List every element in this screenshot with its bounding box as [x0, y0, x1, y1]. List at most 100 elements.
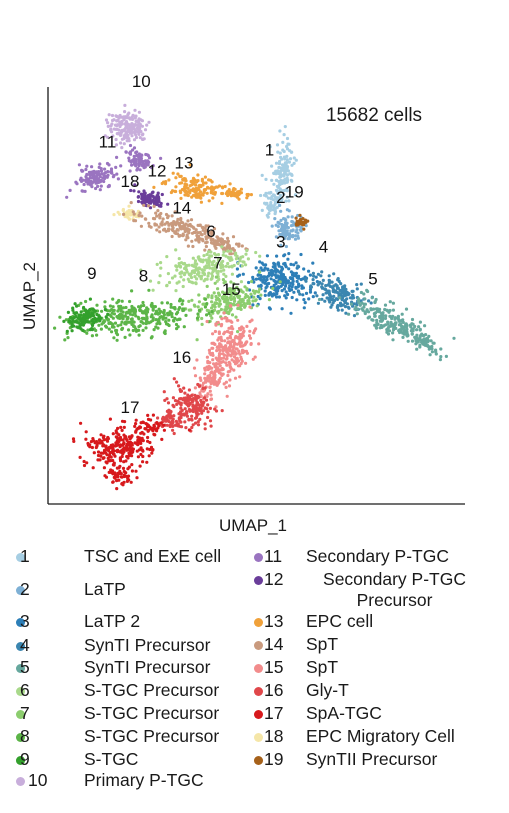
cluster-4-point — [369, 301, 373, 305]
cluster-6-point — [221, 265, 225, 269]
cluster-8-point — [177, 317, 182, 321]
cluster-6-point — [177, 280, 181, 284]
cluster-16-point — [203, 422, 207, 426]
cluster-15-point — [236, 318, 240, 322]
cluster-6-point — [246, 257, 250, 261]
cluster-6-point — [215, 261, 219, 265]
cluster-6-point — [182, 261, 187, 266]
cluster-8-point — [182, 325, 186, 329]
cluster-13-point — [237, 190, 241, 194]
cluster-17-point — [82, 463, 87, 468]
cluster-7-point — [209, 314, 213, 318]
cluster-16-point — [191, 397, 195, 401]
cluster-7-point — [246, 299, 250, 303]
cluster-16-point — [170, 422, 174, 426]
cluster-6-point — [158, 274, 162, 278]
cluster-8-point — [137, 325, 141, 329]
cluster-13-point — [194, 187, 198, 191]
cluster-9-point — [62, 319, 66, 323]
cluster-14-point — [180, 226, 184, 230]
cluster-15-point — [206, 361, 210, 365]
cluster-1-point — [269, 201, 273, 205]
cluster-17-point — [141, 420, 145, 424]
cluster-7-point — [245, 301, 250, 305]
cluster-17-point — [128, 449, 132, 453]
cluster-17-point — [111, 443, 115, 447]
cluster-9-point — [70, 322, 74, 326]
cluster-5-point — [360, 301, 364, 305]
cluster-5-point — [430, 347, 434, 351]
cluster-17-point — [99, 433, 103, 437]
cluster-10-point — [123, 110, 127, 114]
cluster-3-point — [288, 284, 292, 288]
cluster-13-point — [227, 188, 231, 192]
cluster-12-point — [129, 188, 133, 193]
cluster-10-point — [133, 116, 137, 120]
cluster-17-point — [133, 424, 137, 428]
cluster-18-point — [116, 210, 120, 214]
cluster-8-point — [162, 330, 166, 335]
cluster-17-point — [112, 461, 116, 465]
cluster-13-point — [217, 184, 222, 188]
cluster-8-point — [114, 328, 118, 333]
cluster-14-point — [186, 236, 190, 240]
cluster-15-point — [224, 380, 228, 384]
cluster-6-point — [210, 266, 215, 271]
cluster-8-point — [113, 321, 118, 325]
cluster-8-point — [159, 315, 163, 319]
cluster-11-point — [95, 170, 99, 174]
cluster-1-point — [289, 150, 294, 154]
cluster-13-point — [184, 192, 189, 196]
cluster-7-point — [235, 294, 239, 298]
cluster-2-point — [279, 243, 283, 247]
cluster-15-point — [193, 374, 198, 378]
cluster-6-point — [191, 281, 195, 285]
cluster-4-point — [315, 294, 319, 298]
cluster-6-point — [226, 249, 230, 253]
cluster-8-point — [53, 326, 57, 330]
cluster-4-point — [341, 303, 345, 307]
cluster-16-point — [196, 412, 200, 416]
cluster-15-point — [219, 343, 223, 347]
cluster-5-point — [374, 326, 379, 330]
cluster-8-point — [116, 324, 120, 328]
cluster-7-point — [235, 285, 239, 289]
cluster-17-point — [82, 459, 86, 464]
cluster-13-point — [160, 181, 164, 186]
cluster-12-point — [132, 189, 136, 193]
cluster-3-point — [247, 288, 252, 292]
cluster-17-point — [146, 413, 150, 417]
cluster-2-point — [284, 233, 288, 237]
cluster-15-point — [224, 361, 228, 365]
cluster-8-point — [142, 303, 146, 308]
cluster-14-point — [181, 221, 185, 225]
cluster-3-point — [265, 282, 269, 286]
cluster-14-point — [173, 221, 177, 225]
cluster-14-point — [231, 247, 235, 251]
cluster-8-point — [115, 338, 119, 342]
cluster-5-point — [363, 297, 367, 301]
cluster-1-point — [285, 158, 289, 162]
cluster-8-point — [205, 302, 209, 306]
cluster-3-point — [280, 267, 285, 271]
cluster-14-point — [154, 211, 158, 215]
cluster-16-point — [164, 419, 168, 423]
cluster-15-point — [248, 336, 253, 340]
cluster-11-point — [159, 156, 163, 160]
cluster-7-point — [214, 275, 218, 279]
cluster-1-point — [276, 201, 280, 205]
cluster-17-point — [85, 461, 89, 465]
cluster-10-point — [127, 111, 131, 115]
cluster-11-point — [94, 186, 98, 191]
cluster-3-point — [277, 286, 281, 290]
cluster-6-point — [159, 266, 163, 270]
cluster-7-point — [278, 280, 282, 284]
cluster-16-point — [190, 414, 194, 418]
cluster-13-point — [171, 171, 175, 175]
cluster-5-point — [420, 339, 424, 343]
cluster-label-1: 1 — [265, 140, 274, 159]
cluster-3-point — [297, 282, 301, 286]
cluster-4-point — [312, 274, 316, 278]
cluster-6-point — [207, 271, 211, 275]
cluster-3-point — [257, 277, 261, 281]
